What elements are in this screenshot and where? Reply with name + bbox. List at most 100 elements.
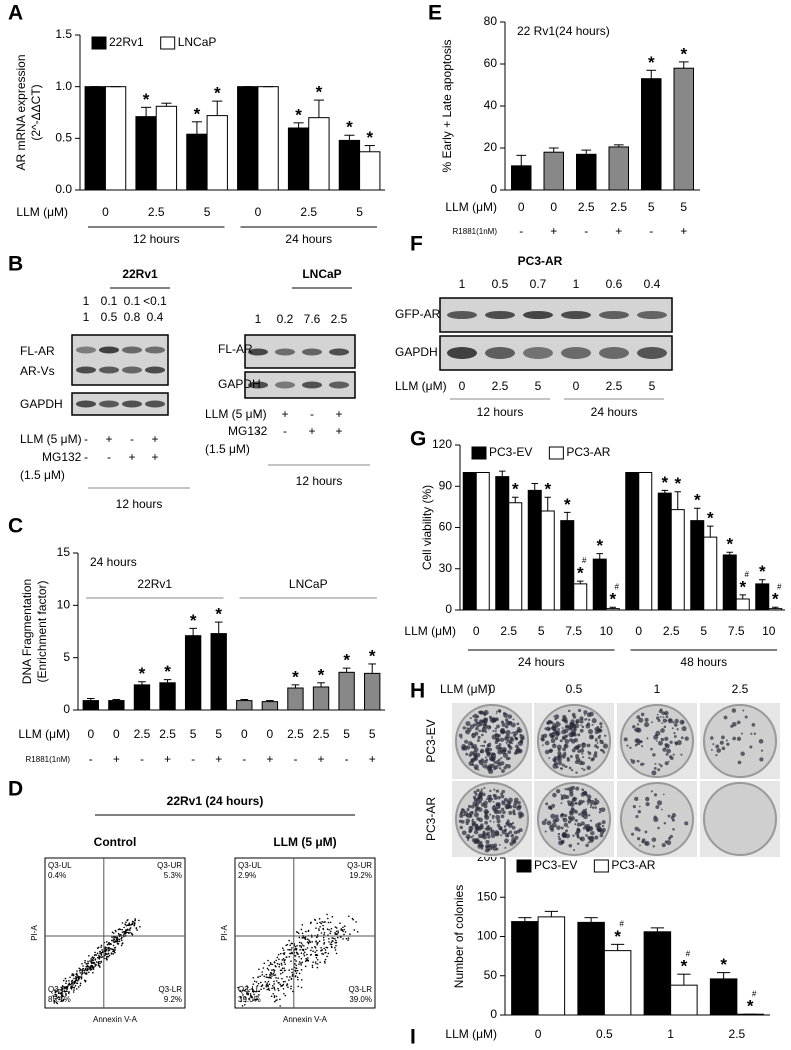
event-dot (77, 986, 80, 988)
event-dot (288, 949, 291, 951)
panel-letter: E (428, 2, 442, 25)
colony (498, 843, 501, 846)
group-label: 48 hours (680, 655, 727, 669)
colony (550, 828, 555, 832)
colony (506, 764, 511, 769)
colony (510, 722, 516, 728)
event-dot (253, 993, 255, 996)
event-dot (123, 926, 125, 929)
event-dot (318, 918, 321, 920)
time-label: 12 hours (296, 474, 343, 488)
colony (487, 848, 490, 852)
group-label: 24 hours (591, 405, 638, 419)
event-dot (116, 936, 119, 939)
event-dot (61, 997, 63, 999)
event-dot (277, 989, 280, 992)
blot-frame (439, 335, 673, 371)
event-dot (291, 952, 293, 955)
event-dot (301, 948, 304, 951)
event-dot (109, 947, 112, 950)
colony (588, 826, 593, 830)
colony (732, 721, 737, 727)
colony (469, 751, 474, 756)
legend-label: 22Rv1 (109, 35, 144, 49)
event-dot (331, 915, 334, 918)
dose-label: 2.5 (732, 682, 749, 696)
bar (673, 67, 694, 191)
event-dot (281, 959, 284, 961)
event-dot (62, 979, 65, 982)
colony (581, 767, 584, 770)
colony (587, 729, 594, 735)
event-dot (353, 929, 356, 931)
event-dot (77, 978, 80, 980)
colony (458, 733, 463, 738)
event-dot (57, 992, 60, 994)
blot-band (637, 311, 667, 319)
colony (594, 797, 597, 801)
colony (664, 743, 669, 747)
event-dot (108, 942, 110, 945)
bar (709, 978, 738, 1016)
event-dot (286, 943, 289, 946)
x-tick-label: 0 (635, 624, 642, 638)
x-row-label: + (113, 752, 120, 766)
event-dot (320, 932, 323, 934)
colony (586, 765, 591, 770)
colony (560, 839, 565, 844)
band-quantification: <0.1 (143, 294, 167, 308)
event-dot (60, 986, 63, 989)
x-row-name: LLM (μM) (395, 379, 447, 393)
colony (489, 820, 492, 823)
event-dot (120, 939, 123, 942)
colony (656, 800, 663, 806)
treatment-sign: - (84, 432, 88, 446)
colony (474, 839, 480, 844)
event-dot (302, 936, 305, 938)
colony (479, 825, 484, 830)
colony (660, 808, 663, 811)
dose-label: 1 (654, 682, 661, 696)
colony (483, 800, 488, 806)
event-dot (317, 963, 319, 965)
event-dot (271, 973, 273, 975)
bar (287, 687, 304, 711)
event-dot (300, 964, 302, 966)
event-dot (114, 951, 116, 954)
event-dot (129, 931, 131, 934)
event-dot (298, 936, 301, 939)
event-dot (107, 953, 109, 955)
event-dot (314, 919, 317, 921)
colony (550, 738, 556, 744)
x-tick-label: 7.5 (565, 624, 582, 638)
colony (732, 736, 736, 741)
event-dot (79, 984, 82, 987)
event-dot (337, 930, 339, 932)
colony (504, 803, 510, 809)
colony (646, 737, 649, 740)
colony (509, 721, 513, 724)
colony (669, 740, 673, 744)
bar (210, 633, 227, 711)
colony (670, 815, 675, 820)
event-dot (121, 928, 124, 931)
x-row-label: - (89, 752, 93, 766)
colony (482, 765, 485, 768)
y-tick-label: 0 (490, 182, 497, 196)
event-dot (311, 946, 313, 949)
event-dot (301, 924, 304, 926)
event-dot (314, 945, 316, 948)
colony (549, 807, 553, 810)
event-dot (74, 981, 77, 983)
blot-band (329, 348, 349, 356)
significance-marker: * (747, 997, 754, 1016)
event-dot (326, 946, 329, 949)
event-dot (88, 971, 90, 974)
colony (673, 732, 676, 735)
colony (583, 768, 586, 772)
colony (587, 803, 589, 806)
event-dot (297, 953, 299, 955)
event-dot (288, 969, 291, 971)
y-tick-label: 100 (477, 929, 497, 943)
event-dot (68, 984, 70, 986)
